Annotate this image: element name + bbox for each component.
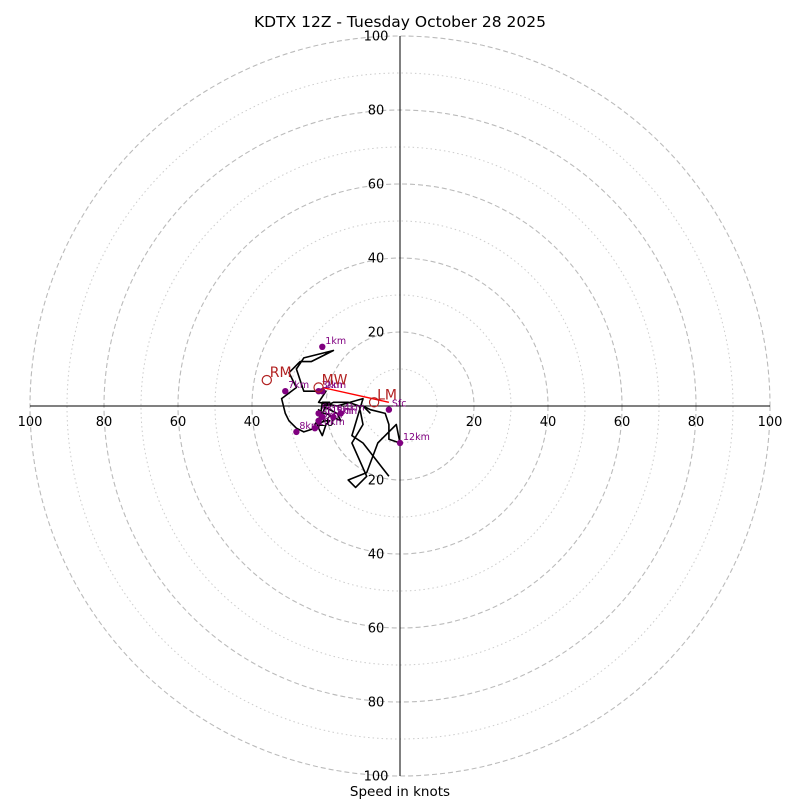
tick-label-y-top-20: 20 [368, 326, 385, 341]
height-label-2km: 2km [325, 380, 346, 391]
chart-title: KDTX 12Z - Tuesday October 28 2025 [254, 13, 546, 31]
height-label-3km: 3km [322, 380, 343, 391]
tick-label-x-left-40: 40 [244, 415, 261, 430]
tick-label-y-bottom-80: 80 [368, 696, 385, 711]
tick-label-y-bottom-40: 40 [368, 548, 385, 563]
hodograph-trace-line [280, 349, 401, 489]
height-point-12km [396, 439, 404, 447]
tick-label-x-right-100: 100 [758, 415, 783, 430]
height-point-8km [293, 428, 300, 436]
tick-label-y-bottom-100: 100 [364, 770, 389, 785]
height-label-4km: 4km [344, 402, 365, 413]
height-label-Sfc: Sfc [392, 399, 407, 410]
storm-motion-rm-marker [261, 374, 272, 386]
height-label-9km: 9km [322, 410, 343, 421]
tick-label-y-top-60: 60 [368, 178, 385, 193]
height-point-5km [330, 413, 337, 421]
height-label-11km: 11km [325, 406, 352, 417]
height-point-3km [315, 388, 322, 395]
height-label-12km: 12km [403, 432, 430, 443]
height-label-10km: 10km [318, 417, 345, 428]
tick-label-x-left-100: 100 [18, 415, 43, 430]
tick-label-x-right-60: 60 [614, 415, 631, 430]
storm-motion-markers: RM MW LM [261, 365, 397, 408]
tick-label-y-top-100: 100 [364, 30, 389, 45]
height-label-5km: 5km [336, 406, 357, 417]
tick-label-x-right-80: 80 [688, 415, 705, 430]
tick-label-y-top-40: 40 [368, 252, 385, 267]
height-label-7km: 7km [288, 380, 309, 391]
tick-label-x-left-80: 80 [96, 415, 113, 430]
height-point-7km [282, 388, 289, 395]
tick-label-y-top-80: 80 [368, 104, 385, 119]
axes [30, 36, 770, 776]
storm-motion-rm-label: RM [270, 365, 292, 381]
tick-label-x-right-20: 20 [466, 415, 483, 430]
tick-label-x-right-40: 40 [540, 415, 557, 430]
height-label-8km: 8km [299, 421, 320, 432]
tick-label-y-bottom-60: 60 [368, 622, 385, 637]
height-label-6km: 6km [322, 402, 343, 413]
x-axis-label: Speed in knots [350, 784, 450, 800]
height-point-10km [311, 425, 319, 432]
height-point-4km [337, 410, 344, 417]
storm-motion-mw-marker [313, 382, 324, 393]
height-point-Sfc [385, 406, 393, 413]
height-label-1km: 1km [325, 336, 346, 347]
tick-label-x-left-60: 60 [170, 415, 187, 430]
storm-motion-lm-marker [368, 397, 380, 408]
tick-labels: 2020202040404040606060608080808010010010… [18, 30, 783, 785]
height-point-1km [319, 343, 326, 350]
tick-label-y-bottom-20: 20 [368, 474, 385, 489]
storm-motion-lm-label: LM [377, 387, 397, 403]
wind-trace [280, 349, 401, 489]
storm-motion-mw-label: MW [322, 373, 348, 389]
height-point-11km [319, 413, 326, 421]
